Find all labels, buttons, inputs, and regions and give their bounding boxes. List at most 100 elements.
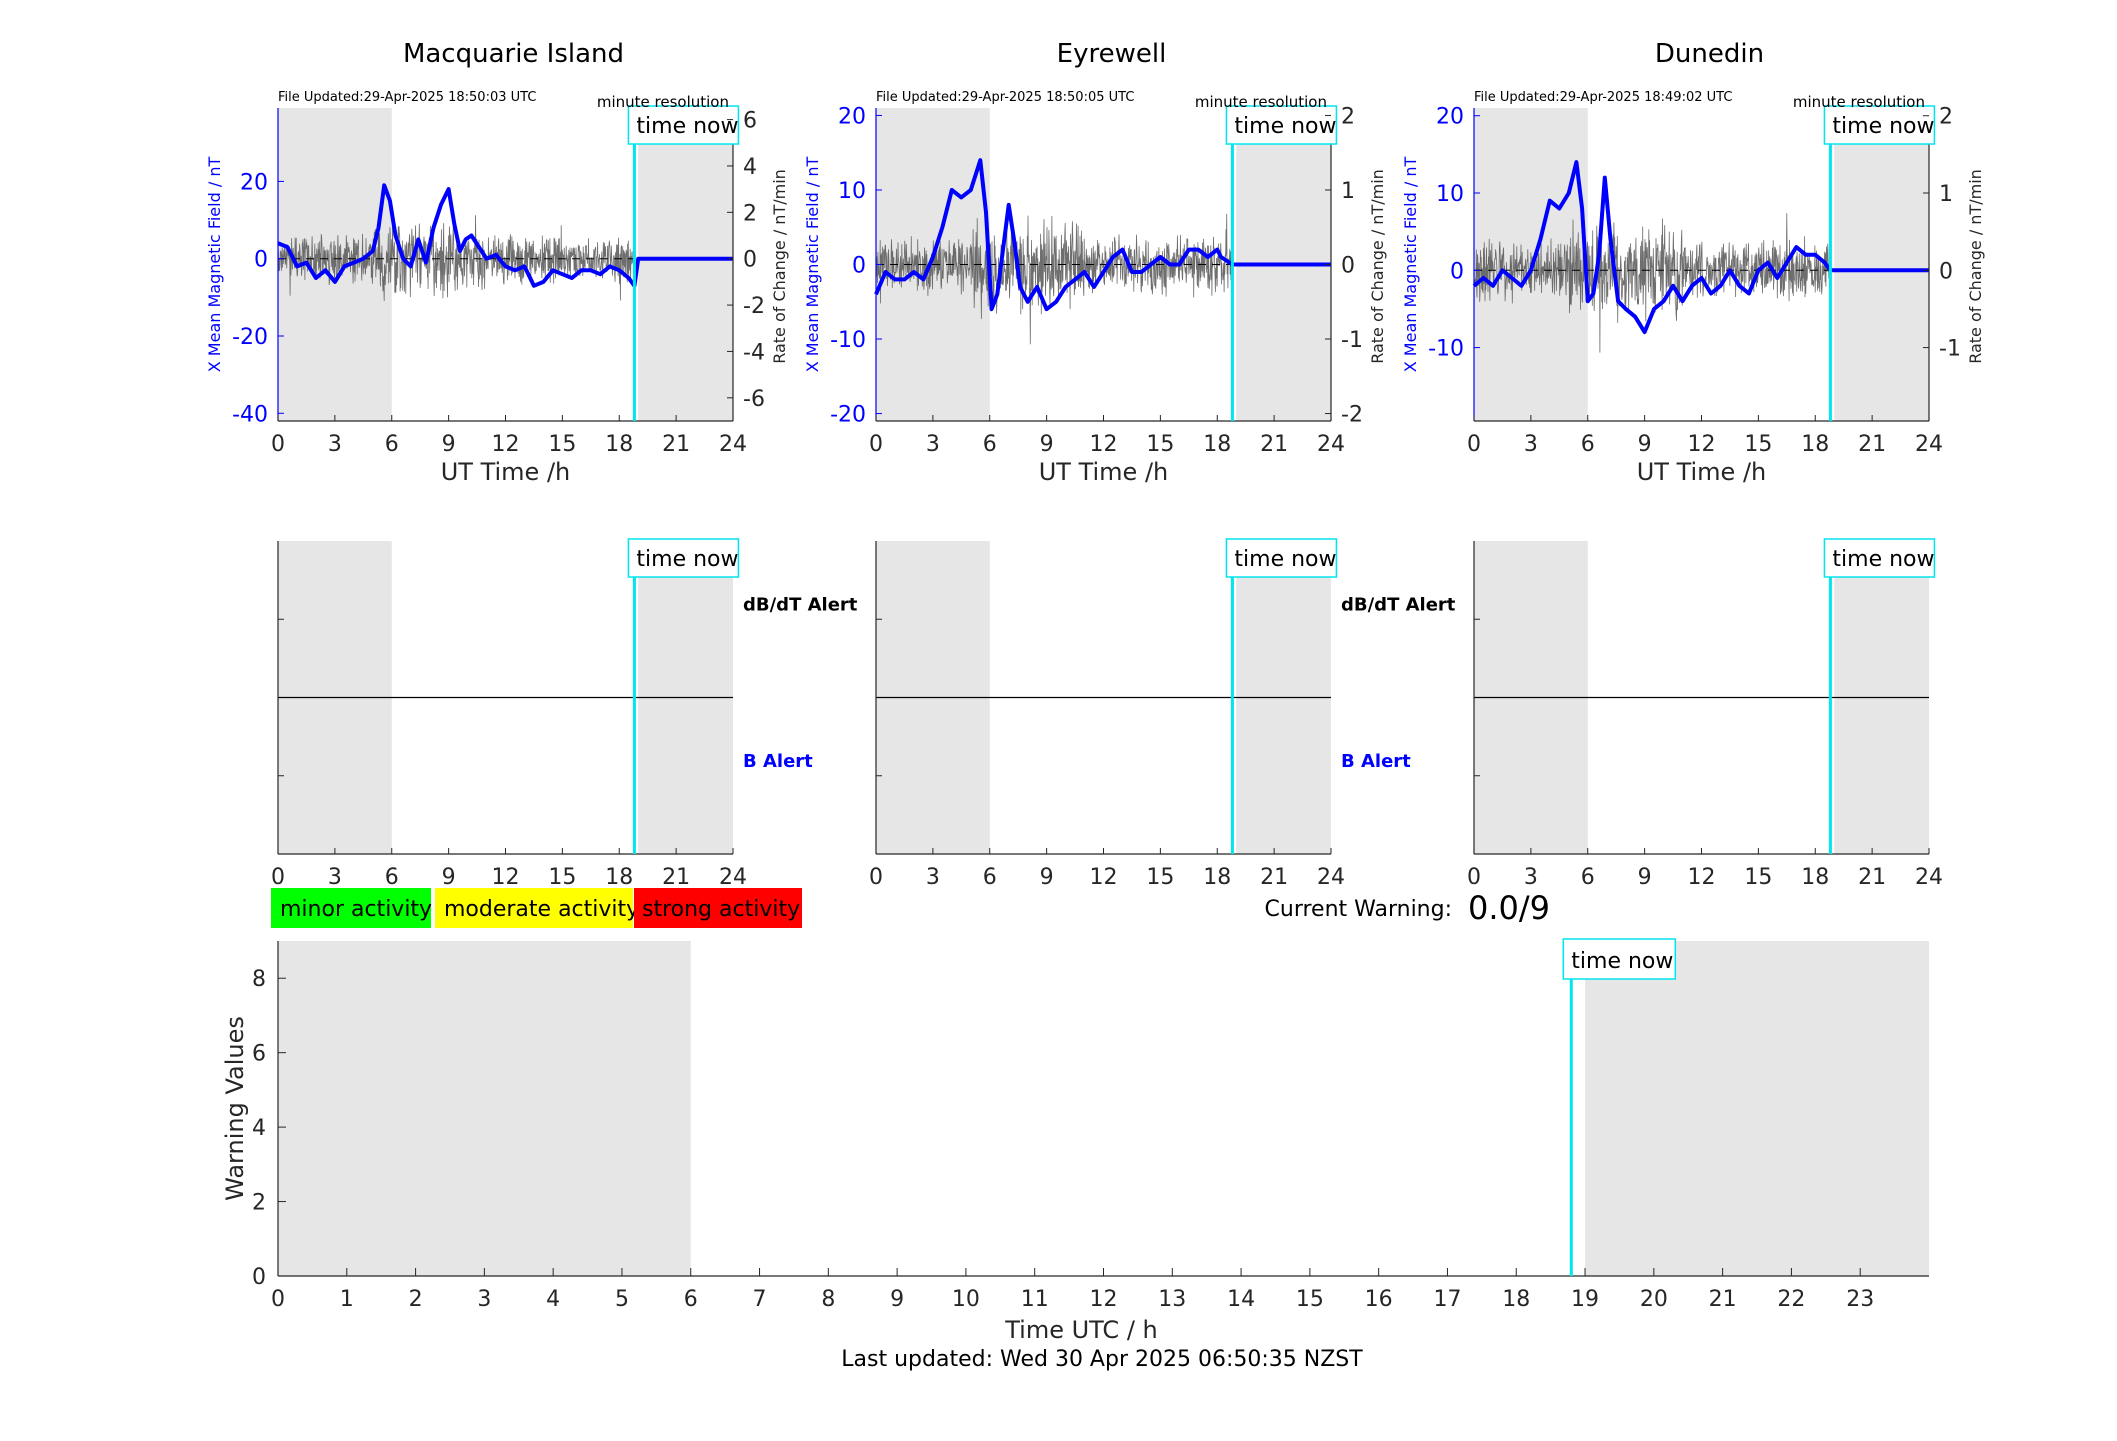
x-axis-label: UT Time /h (441, 458, 571, 486)
resolution-label: minute resolution (597, 93, 729, 111)
time-now-label: time now (636, 114, 738, 139)
x-tick-label: 6 (385, 865, 399, 890)
magnetic-field-line (1472, 160, 1929, 335)
y-right-tick-label: 1 (1939, 182, 1953, 207)
x-tick-label: 15 (1296, 1287, 1324, 1312)
dbdt-alert-label: dB/dT Alert (1341, 595, 1456, 616)
x-tick-label: 9 (1638, 865, 1652, 890)
x-tick-label: 18 (1502, 1287, 1530, 1312)
file-updated-text: File Updated:29-Apr-2025 18:49:02 UTC (1474, 90, 1732, 105)
x-tick-label: 3 (926, 432, 940, 457)
x-tick-label: 3 (1524, 432, 1538, 457)
x-tick-label: 15 (1744, 865, 1772, 890)
night-shade-0 (278, 941, 691, 1276)
y-right-tick-label: 6 (743, 109, 757, 134)
y-left-tick-label: 0 (1450, 259, 1464, 284)
time-now-label: time now (1234, 547, 1336, 572)
legend-label-moderate: moderate activity (444, 897, 639, 922)
x-tick-label: 18 (605, 865, 633, 890)
y-tick-label: 0 (252, 1265, 266, 1290)
x-tick-label: 12 (1090, 1287, 1118, 1312)
time-now-box (1225, 538, 1338, 578)
x-tick-label: 12 (1090, 432, 1118, 457)
x-tick-label: 3 (477, 1287, 491, 1312)
panel-title: Eyrewell (1057, 39, 1167, 69)
x-tick-label: 24 (1317, 432, 1345, 457)
y-right-tick-label: 2 (743, 201, 757, 226)
y-right-tick-label: -2 (743, 294, 765, 319)
x-tick-label: 13 (1158, 1287, 1186, 1312)
y-left-axis-label: X Mean Magnetic Field / nT (205, 157, 224, 373)
x-tick-label: 8 (821, 1287, 835, 1312)
x-tick-label: 16 (1365, 1287, 1393, 1312)
x-tick-label: 22 (1777, 1287, 1805, 1312)
y-left-tick-label: -10 (1428, 337, 1464, 362)
x-tick-label: 18 (605, 432, 633, 457)
x-tick-label: 24 (719, 865, 747, 890)
x-tick-label: 12 (492, 865, 520, 890)
y-axis-label: Warning Values (221, 1016, 249, 1201)
x-tick-label: 6 (1581, 865, 1595, 890)
alert-panel-eyrewell-alert: time now 0 3 6 9 12 15 18 21 24 dB/dT Alert B Alert (869, 538, 1456, 890)
x-tick-label: 18 (1801, 865, 1829, 890)
y-left-tick-label: 0 (852, 254, 866, 279)
dbdt-alert-label: dB/dT Alert (743, 595, 858, 616)
x-tick-label: 7 (753, 1287, 767, 1312)
file-updated-text: File Updated:29-Apr-2025 18:50:03 UTC (278, 90, 536, 105)
resolution-label: minute resolution (1793, 93, 1925, 111)
y-right-tick-label: -2 (1341, 403, 1363, 428)
x-tick-label: 11 (1021, 1287, 1049, 1312)
y-left-tick-label: 20 (240, 170, 268, 195)
panel-title: Dunedin (1655, 39, 1764, 69)
y-tick-label: 4 (252, 1116, 266, 1141)
y-right-tick-label: -6 (743, 387, 765, 412)
y-right-tick-label: 0 (743, 248, 757, 273)
x-tick-label: 5 (615, 1287, 629, 1312)
time-now-label: time now (1832, 547, 1934, 572)
legend-swatch-minor (271, 888, 431, 928)
last-updated-text: Last updated: Wed 30 Apr 2025 06:50:35 N… (841, 1347, 1363, 1372)
magnetic-field-line (277, 183, 733, 288)
x-tick-label: 0 (869, 865, 883, 890)
current-warning-value: 0.0/9 (1468, 889, 1550, 927)
time-now-box (627, 538, 740, 578)
current-warning-label: Current Warning: (1265, 897, 1452, 922)
x-tick-label: 12 (492, 432, 520, 457)
y-right-tick-label: 2 (1939, 105, 1953, 130)
x-tick-label: 20 (1640, 1287, 1668, 1312)
x-tick-label: 6 (684, 1287, 698, 1312)
x-tick-label: 3 (926, 865, 940, 890)
y-tick-label: 2 (252, 1191, 266, 1216)
x-tick-label: 9 (442, 432, 456, 457)
x-tick-label: 0 (1467, 432, 1481, 457)
y-right-tick-label: 1 (1341, 179, 1355, 204)
time-now-box (1225, 105, 1338, 145)
b-alert-label: B Alert (743, 751, 813, 772)
x-tick-label: 0 (271, 1287, 285, 1312)
x-tick-label: 15 (1744, 432, 1772, 457)
x-tick-label: 0 (271, 865, 285, 890)
y-right-axis-label: Rate of Change / nT/min (1966, 169, 1985, 364)
magnetic-field-line (874, 158, 1331, 312)
x-tick-label: 6 (1581, 432, 1595, 457)
x-tick-label: 15 (1146, 865, 1174, 890)
time-now-box (627, 105, 740, 145)
panel-title: Macquarie Island (403, 39, 624, 69)
x-tick-label: 12 (1688, 865, 1716, 890)
x-tick-label: 9 (1040, 432, 1054, 457)
x-tick-label: 3 (328, 432, 342, 457)
x-tick-label: 0 (869, 432, 883, 457)
x-tick-label: 23 (1846, 1287, 1874, 1312)
x-tick-label: 6 (983, 432, 997, 457)
time-now-box (1562, 938, 1677, 980)
x-tick-label: 6 (983, 865, 997, 890)
resolution-label: minute resolution (1195, 93, 1327, 111)
y-left-tick-label: -20 (830, 403, 866, 428)
y-left-tick-label: -40 (232, 402, 268, 427)
